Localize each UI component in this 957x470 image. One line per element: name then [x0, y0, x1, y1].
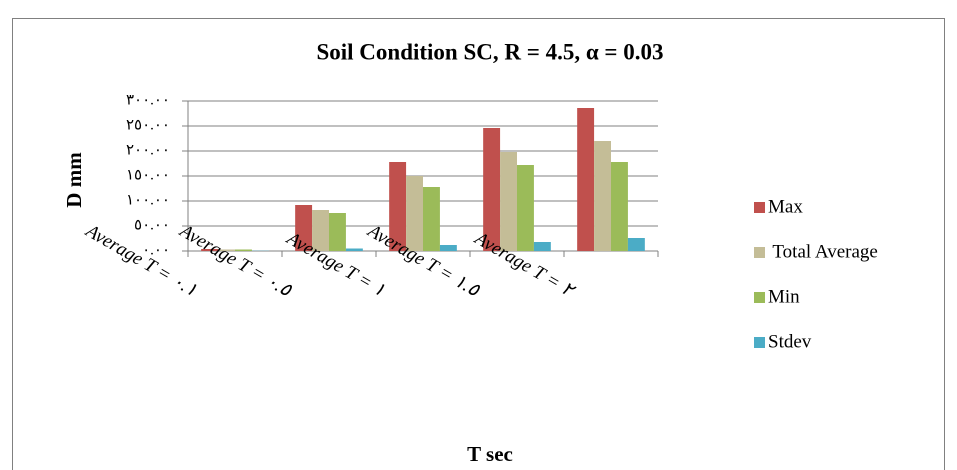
y-tick-label: ٢٠٠.٠٠ [126, 142, 170, 158]
y-tick-label: ٥٠.٠٠ [134, 217, 170, 233]
legend-label: Min [768, 286, 800, 307]
bar [627, 238, 645, 251]
bar [423, 187, 440, 251]
bar [500, 152, 517, 251]
bar [483, 128, 501, 251]
chart-border [12, 18, 945, 470]
y-tick-label: ٣٠٠.٠٠ [126, 92, 170, 108]
y-axis-label: D mm [62, 152, 86, 208]
chart-title: Soil Condition SC, R = 4.5, α = 0.03 [316, 39, 663, 64]
bar [406, 176, 423, 251]
bar [611, 162, 628, 251]
legend-label: Stdev [768, 331, 812, 352]
y-tick-label: ١٠٠.٠٠ [126, 192, 170, 208]
legend-swatch [754, 247, 765, 258]
bar [533, 242, 551, 251]
bar [235, 249, 252, 251]
bar [201, 249, 219, 251]
y-tick-label: ١٥٠.٠٠ [126, 167, 170, 183]
bar [389, 162, 407, 251]
y-tick-label: ٠.٠٠ [142, 242, 170, 258]
legend-label: Total Average [768, 241, 878, 262]
bar [218, 249, 235, 251]
bar [439, 245, 457, 251]
y-tick-label: ٢٥٠.٠٠ [126, 117, 170, 133]
bar [345, 248, 363, 251]
bar [594, 141, 611, 251]
bar [295, 205, 313, 251]
bar [329, 213, 346, 251]
bar [577, 108, 595, 251]
bar [517, 165, 534, 251]
legend-swatch [754, 292, 765, 303]
legend-swatch [754, 202, 765, 213]
x-axis-label: T sec [467, 442, 513, 466]
bar [312, 210, 329, 251]
legend-swatch [754, 337, 765, 348]
legend-label: Max [768, 196, 803, 217]
